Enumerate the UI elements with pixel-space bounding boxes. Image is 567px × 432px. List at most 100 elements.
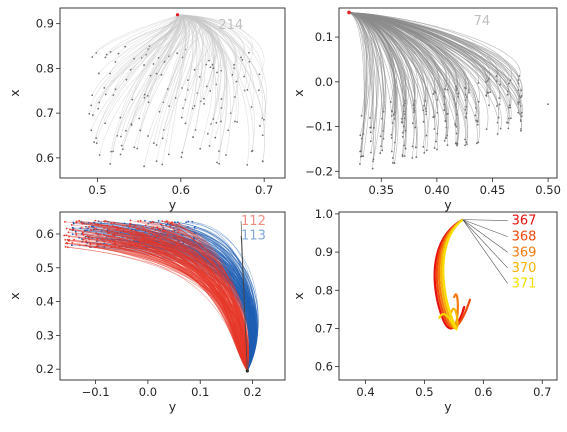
- start-point-113: [70, 244, 73, 247]
- axes-frame: [59, 7, 286, 179]
- end-point: [192, 136, 194, 138]
- end-point: [369, 131, 372, 134]
- trajectory-line-113: [118, 227, 254, 371]
- end-point: [129, 68, 132, 71]
- end-point: [95, 137, 98, 139]
- y-axis-label: x: [291, 89, 306, 96]
- end-point: [506, 93, 509, 96]
- end-point: [477, 82, 480, 84]
- end-point: [485, 128, 488, 131]
- end-point: [443, 140, 446, 142]
- start-point-112: [107, 232, 109, 235]
- end-point: [104, 122, 106, 125]
- end-point: [476, 120, 479, 123]
- end-point: [233, 63, 235, 66]
- y-axis-label: x: [291, 292, 306, 299]
- end-point: [489, 91, 492, 93]
- end-point: [359, 150, 362, 153]
- annotation-leader: [462, 219, 508, 269]
- end-point: [105, 53, 108, 56]
- end-point: [509, 117, 512, 120]
- end-point: [131, 98, 134, 101]
- end-point: [498, 103, 501, 106]
- trajectory-line: [348, 12, 398, 159]
- start-point-112: [64, 245, 67, 248]
- end-point: [187, 79, 189, 82]
- trajectory-line: [134, 14, 185, 148]
- trajectory-line: [348, 12, 466, 140]
- trajectory-line-113: [152, 241, 259, 372]
- trajectory-line-113: [174, 230, 257, 371]
- annotation-label: 113: [241, 229, 266, 244]
- end-point: [211, 63, 214, 66]
- end-point: [227, 129, 230, 132]
- start-point-112: [166, 220, 169, 223]
- end-point: [464, 108, 467, 111]
- axes-frame: [338, 7, 558, 179]
- end-point: [359, 163, 361, 165]
- start-point-112: [176, 236, 179, 238]
- end-point: [167, 153, 170, 156]
- end-point: [476, 123, 479, 126]
- end-point: [114, 61, 117, 63]
- start-point-112: [152, 226, 155, 229]
- end-point: [146, 94, 149, 97]
- end-point: [208, 144, 211, 147]
- start-point-112: [137, 239, 140, 241]
- trajectory-line-112: [108, 235, 248, 372]
- end-point: [193, 68, 196, 71]
- end-point: [518, 75, 521, 77]
- end-point: [475, 142, 478, 145]
- end-point: [235, 80, 238, 83]
- start-point-112: [142, 231, 144, 234]
- end-point: [198, 75, 201, 78]
- trajectory-line-112: [143, 238, 248, 372]
- start-point-112: [82, 233, 85, 236]
- trajectory-line-113: [101, 222, 255, 371]
- plot-area: [347, 10, 550, 170]
- end-point: [199, 147, 202, 150]
- end-point: [91, 56, 94, 58]
- end-point: [370, 151, 372, 154]
- end-point: [191, 107, 194, 110]
- start-point-113: [100, 222, 102, 224]
- end-point: [464, 138, 466, 141]
- end-point: [143, 93, 146, 96]
- end-point: [436, 148, 438, 151]
- trajectory-line-113: [117, 232, 257, 372]
- end-point: [93, 141, 95, 144]
- end-point: [495, 75, 498, 78]
- start-point-113: [176, 221, 179, 224]
- trajectory-line-113: [177, 221, 252, 371]
- y-tick-label: 1.0: [315, 207, 333, 221]
- end-point: [246, 163, 249, 166]
- trajectory-line-113: [163, 231, 255, 371]
- trajectory-line-113: [131, 224, 252, 371]
- end-point: [425, 110, 428, 113]
- end-point: [499, 127, 502, 130]
- annotation-label: 371: [512, 277, 537, 292]
- end-point: [205, 85, 208, 88]
- end-point: [391, 110, 393, 113]
- trajectory-line: [348, 12, 470, 93]
- end-point: [411, 145, 414, 148]
- end-point: [209, 90, 212, 92]
- trajectory-line-113: [137, 233, 258, 372]
- plot-area: [88, 13, 267, 168]
- x-tick-label: 0.7: [533, 385, 551, 399]
- start-point-113: [79, 227, 82, 230]
- end-point: [225, 154, 227, 156]
- end-point: [98, 154, 101, 156]
- start-point-112: [108, 239, 110, 242]
- end-point: [147, 135, 149, 137]
- end-point: [243, 75, 246, 78]
- x-tick-label: 0.6: [474, 385, 492, 399]
- end-point: [389, 101, 392, 103]
- end-point: [456, 143, 459, 145]
- end-point: [456, 144, 458, 147]
- trajectory-line: [177, 14, 253, 53]
- start-point-112: [88, 238, 91, 241]
- start-point-112: [78, 219, 81, 222]
- end-point: [401, 154, 404, 156]
- end-point: [143, 165, 146, 168]
